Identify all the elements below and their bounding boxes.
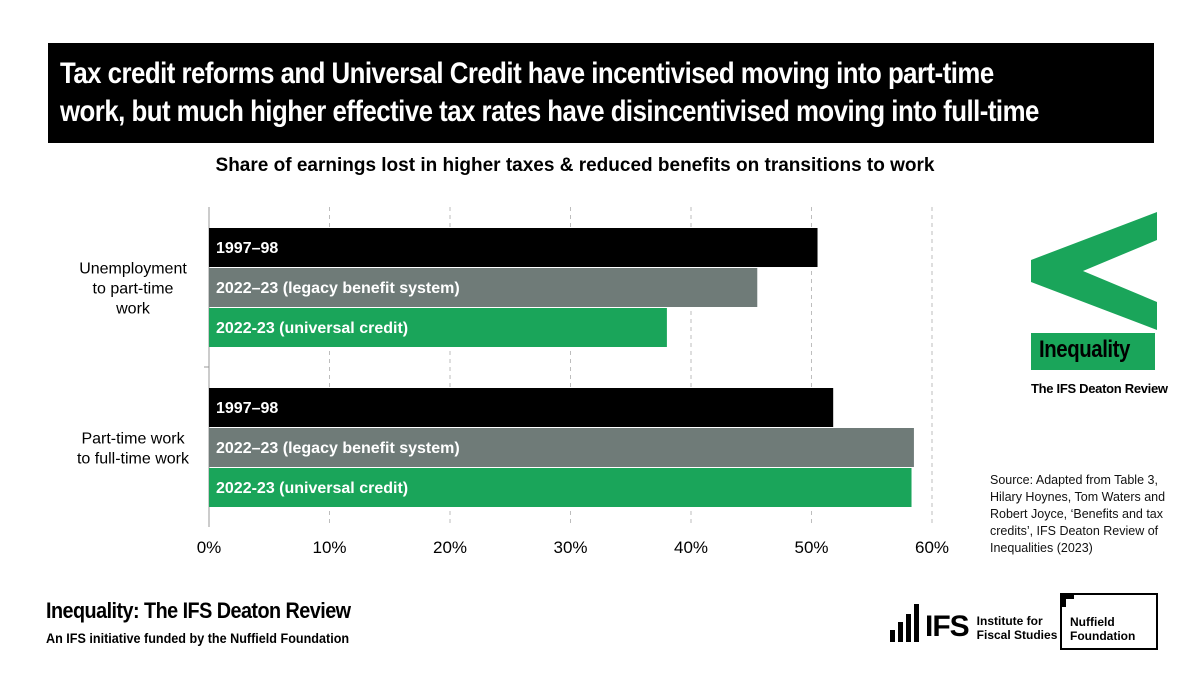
chart-title: Share of earnings lost in higher taxes &… (0, 155, 1150, 177)
bar (209, 308, 667, 347)
x-tick-label: 50% (794, 538, 828, 557)
bar-series-label: 2022-23 (universal credit) (216, 480, 408, 497)
ifs-name-line: Institute for (976, 614, 1043, 628)
nuffield-name: Nuffield Foundation (1070, 615, 1135, 643)
bar (209, 388, 834, 427)
source-line: credits’, IFS Deaton Review of (990, 524, 1159, 538)
nuffield-name-line: Foundation (1070, 629, 1136, 643)
less-than-logo-icon (1031, 212, 1157, 330)
category-label: Part-time work (81, 431, 185, 448)
headline-line-2: work, but much higher effective tax rate… (60, 95, 1039, 128)
source-line: Hilary Hoynes, Tom Waters and (990, 490, 1166, 504)
x-tick-label: 40% (674, 538, 708, 557)
nuffield-logo: Nuffield Foundation (1060, 593, 1158, 650)
nuffield-name-line: Nuffield (1070, 615, 1115, 629)
nuffield-corner-icon (1060, 593, 1074, 607)
inequality-logo: Inequality (1031, 333, 1155, 370)
x-tick-label: 30% (553, 538, 587, 557)
category-label: to full-time work (77, 451, 190, 468)
source-line: Robert Joyce, ‘Benefits and tax (990, 507, 1164, 521)
x-tick-label: 10% (312, 538, 346, 557)
inequality-logo-subtitle: The IFS Deaton Review (1031, 381, 1168, 396)
bar-series-label: 2022–23 (legacy benefit system) (216, 280, 460, 297)
footer-title: Inequality: The IFS Deaton Review (46, 598, 351, 623)
source-line: Source: Adapted from Table 3, (990, 473, 1158, 487)
x-tick-label: 60% (915, 538, 949, 557)
inequality-logo-word: Inequality (1039, 336, 1130, 363)
headline-line-1: Tax credit reforms and Universal Credit … (60, 57, 994, 90)
bar-series-label: 2022–23 (legacy benefit system) (216, 440, 460, 457)
bar (209, 268, 758, 307)
ifs-name-line: Fiscal Studies (976, 628, 1058, 642)
bar (209, 428, 914, 467)
x-tick-label: 20% (433, 538, 467, 557)
bar (209, 228, 818, 267)
ifs-logo-word: IFS (925, 610, 970, 643)
category-label: Unemployment (79, 261, 187, 278)
bar-series-label: 2022-23 (universal credit) (216, 320, 408, 337)
chart-title-text: Share of earnings lost in higher taxes &… (215, 155, 935, 176)
ifs-logo-name: Institute for Fiscal Studies (977, 614, 1058, 642)
bar-series-label: 1997–98 (216, 240, 278, 257)
source-line: Inequalities (2023) (990, 541, 1093, 555)
category-label: work (115, 301, 151, 318)
bar-series-label: 1997–98 (216, 400, 278, 417)
ifs-bars-icon (890, 604, 919, 642)
x-tick-label: 0% (197, 538, 222, 557)
bar (209, 468, 912, 507)
headline-banner: Tax credit reforms and Universal Credit … (48, 43, 1154, 143)
source-note: Source: Adapted from Table 3, Hilary Hoy… (990, 472, 1170, 557)
ifs-logo: IFS Institute for Fiscal Studies (890, 602, 1057, 642)
category-label: to part-time (93, 281, 174, 298)
footer-subtitle: An IFS initiative funded by the Nuffield… (46, 630, 350, 646)
